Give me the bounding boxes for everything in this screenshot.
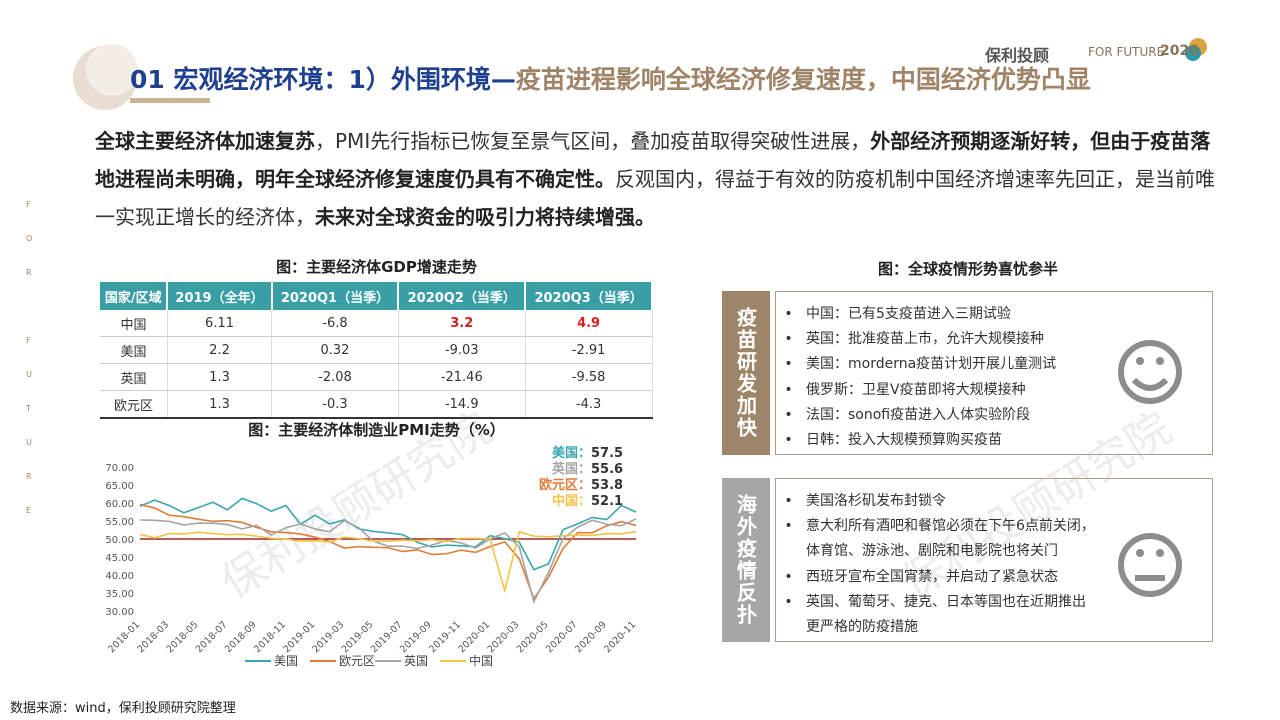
side-text: F O R F U T U R E [26,200,36,540]
neutral-face [1118,533,1182,597]
intro-segment: 未来对全球资金的吸引力将持续增强。 [315,205,655,229]
panel-title: 图：全球疫情形势喜忧参半 [877,260,1058,278]
item-list: 美国洛杉矶发布封锁令意大利所有酒吧和餐馆必须在下午6点前关闭， 体育馆、游泳池、剧… [776,479,1212,640]
side-letter: T [26,404,31,413]
table-row: 英国 1.3 -2.08 -21.46 -9.58 [100,363,653,391]
table-cell: 1.3 [167,390,273,419]
logo-year: 2020 [1160,43,1199,59]
title-main: 01 宏观经济环境：1）外围环境— [130,65,516,94]
table-cell: 英国 [100,363,168,391]
table-cell: 欧元区 [100,390,168,419]
table-cell: 6.11 [167,310,273,337]
side-letter: F [26,336,31,345]
side-letter: U [26,370,32,379]
table-header: 2019（全年） [167,282,273,310]
table-cell: 3.2 [398,310,526,337]
decor-circle [86,44,138,96]
intro-segment: 反观国内，得益于有效的防疫机制中国经济增速率先回正，是当前唯一实现正增长的经济体… [95,167,1215,229]
list-item: 中国：已有5支疫苗进入三期试验 [806,302,1212,327]
source: 数据来源：wind，保利投顾研究院整理 [10,701,236,716]
table-cell: -21.46 [398,363,526,391]
title: 01 宏观经济环境：1）外围环境—疫苗进程影响全球经济修复速度，中国经济优势凸显 [130,60,1091,96]
table-cell: 中国 [100,310,168,337]
intro-segment: 外部经济预期逐渐好转，但由于疫苗落地进程尚未明确，明年全球经济修复速度仍具有不确… [95,129,1211,191]
box-content: 美国洛杉矶发布封锁令意大利所有酒吧和餐馆必须在下午6点前关闭， 体育馆、游泳池、剧… [775,478,1213,642]
title-sub: 疫苗进程影响全球经济修复速度，中国经济优势凸显 [515,65,1091,94]
eye [1156,357,1164,365]
table-cell: 2.2 [167,336,273,364]
gdp-table: 国家/区域 2019（全年） 2020Q1（当季） 2020Q2（当季） 2020Q3（… [100,282,653,419]
table-header: 2020Q1（当季） [271,282,400,310]
list-item: 日韩：投入大规模预算购买疫苗 [806,428,1212,453]
list-item: 西班牙宣布全国宵禁，并启动了紧急状态 [806,565,1212,590]
table-cell: -2.91 [525,336,653,364]
table-cell: -2.08 [271,363,399,391]
table-cell: -6.8 [271,310,399,337]
side-letter: R [26,472,32,481]
eye [1136,357,1144,365]
logo-slogan: FOR FUTURE [1088,45,1165,59]
eye [1156,549,1164,557]
intro-segment: ，PMI先行指标已恢复至景气区间，叠加疫苗取得突破性进展， [315,129,871,153]
table-row: 美国 2.2 0.32 -9.03 -2.91 [100,336,653,364]
table-header: 2020Q2（当季） [398,282,527,310]
chart-title: 图：主要经济体制造业PMI走势（%） [248,421,505,439]
table-row: 欧元区 1.3 -0.3 -14.9 -4.3 [100,390,653,419]
eye [1136,549,1144,557]
side-letter: U [26,438,32,447]
list-item: 意大利所有酒吧和餐馆必须在下午6点前关闭， 体育馆、游泳池、剧院和电影院也将关门 [806,514,1212,564]
smile-face [1118,340,1182,404]
box-content: 中国：已有5支疫苗进入三期试验英国：批准疫苗上市，允许大规模接种美国：morde… [775,291,1213,455]
list-item: 美国：morderna疫苗计划开展儿童测试 [806,352,1212,377]
table-row: 中国 6.11 -6.8 3.2 4.9 [100,310,653,337]
intro-segment: 全球主要经济体加速复苏 [95,129,315,153]
logo: 保利投顾 [985,46,1050,65]
list-item: 美国洛杉矶发布封锁令 [806,489,1212,514]
side-letter: R [26,268,32,277]
list-item: 英国：批准疫苗上市，允许大规模接种 [806,327,1212,352]
list-item-line: 体育馆、游泳池、剧院和电影院也将关门 [806,543,1058,560]
table-cell: 4.9 [525,310,653,337]
item-list: 中国：已有5支疫苗进入三期试验英国：批准疫苗上市，允许大规模接种美国：morde… [776,292,1212,453]
table-cell: -9.58 [525,363,653,391]
table-cell: 美国 [100,336,168,364]
list-item-line: 更严格的防疫措施 [806,619,918,636]
list-item: 法国：sonofi疫苗进入人体实验阶段 [806,403,1212,428]
table-cell: -0.3 [271,390,399,419]
table-cell: 1.3 [167,363,273,391]
intro: 全球主要经济体加速复苏，PMI先行指标已恢复至景气区间，叠加疫苗取得突破性进展，… [95,122,1215,236]
table-cell: -14.9 [398,390,526,419]
side-letter: F [26,200,31,209]
side-letter: E [26,506,32,515]
table-cell: -9.03 [398,336,526,364]
table-title: 图：主要经济体GDP增速走势 [276,258,477,276]
logo-dot [1185,45,1201,61]
table-cell: -4.3 [525,390,653,419]
table-cell: 0.32 [271,336,399,364]
box-label: 海外疫情反扑 [722,478,770,642]
table-header: 2020Q3（当季） [525,282,653,310]
list-item-line: 意大利所有酒吧和餐馆必须在下午6点前关闭， [806,518,1095,535]
list-item: 俄罗斯：卫星V疫苗即将大规模接种 [806,378,1212,403]
side-letter: O [26,234,33,243]
table-header: 国家/区域 [100,282,169,310]
box-label: 疫苗研发加快 [722,291,770,455]
list-item-line: 英国、葡萄牙、捷克、日本等国也在近期推出 [806,593,1086,610]
decor-bar [130,98,210,103]
